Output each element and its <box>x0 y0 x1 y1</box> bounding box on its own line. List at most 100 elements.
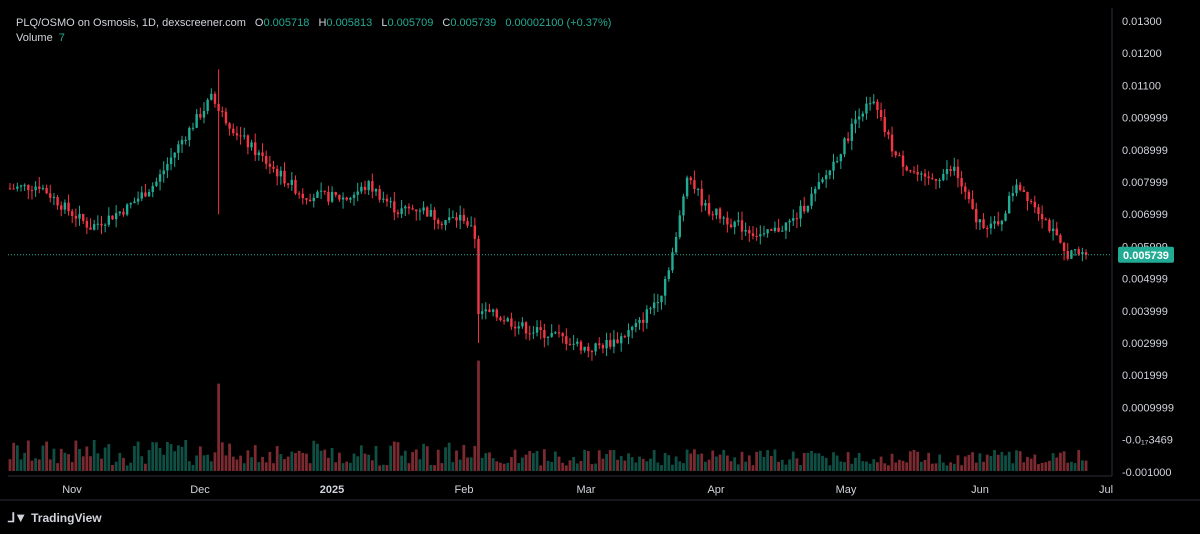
candle-body <box>206 99 209 111</box>
volume-bar <box>897 459 901 471</box>
volume-bar <box>795 458 799 471</box>
volume-bar <box>883 463 887 471</box>
volume-bar <box>81 456 85 471</box>
volume-bar <box>15 445 19 471</box>
price-tick-label: 0.008999 <box>1122 145 1168 157</box>
volume-bar <box>392 441 396 471</box>
candle-body <box>532 332 535 334</box>
last-price-badge-text: 0.005739 <box>1123 250 1169 262</box>
volume-bar <box>821 455 824 471</box>
volume-bar <box>623 460 627 471</box>
candle-body <box>707 203 711 215</box>
candle-body <box>964 186 967 192</box>
volume-bar <box>41 445 45 471</box>
volume-bar <box>253 445 257 471</box>
volume-bar <box>967 454 971 471</box>
legend-volume-row: Volume 7 <box>16 31 611 46</box>
volume-bar <box>231 456 235 471</box>
candle-body <box>652 302 656 309</box>
candle-body <box>122 211 125 215</box>
volume-bar <box>608 450 612 471</box>
candle-body <box>759 234 762 237</box>
candle-body <box>835 161 839 163</box>
candle-body <box>151 185 154 192</box>
candle-body <box>949 169 952 171</box>
candle-body <box>458 214 462 221</box>
candle-body <box>1040 213 1044 220</box>
volume-bar <box>952 463 956 471</box>
time-tick-label: 2025 <box>320 484 344 496</box>
candle-body <box>865 103 868 114</box>
candle-body <box>41 187 45 189</box>
candle-body <box>1000 220 1004 225</box>
volume-bar <box>704 461 707 471</box>
candle-body <box>495 309 498 318</box>
candle-body <box>1059 235 1062 243</box>
volume-bar <box>440 463 444 471</box>
candle-body <box>510 318 513 327</box>
candle-body <box>469 225 473 227</box>
volume-bar <box>531 453 535 471</box>
candle-body <box>894 151 897 156</box>
volume-bar <box>23 452 27 471</box>
volume-bar <box>275 446 279 471</box>
volume-bar <box>381 464 385 471</box>
volume-bar <box>806 452 810 471</box>
volume-bar <box>985 454 989 471</box>
volume-bar <box>1004 455 1007 471</box>
volume-bar <box>729 461 733 471</box>
volume-bar <box>458 459 462 471</box>
volume-bar <box>572 456 576 471</box>
volume-bar <box>425 446 429 471</box>
volume-bar <box>619 456 623 471</box>
candle-body <box>418 210 422 212</box>
candle-body <box>374 189 378 192</box>
volume-bar <box>685 449 689 471</box>
volume-bar <box>912 449 916 471</box>
candle-body <box>45 187 48 194</box>
candle-body <box>1044 219 1047 221</box>
candle-body <box>718 208 722 219</box>
volume-bar <box>92 439 96 471</box>
candle-body <box>56 196 59 206</box>
volume-bar <box>220 442 224 471</box>
candle-body <box>323 190 326 192</box>
price-tick-label: 0.007999 <box>1122 177 1168 189</box>
candle-body <box>158 174 162 182</box>
volume-bar <box>663 452 667 471</box>
volume-bar <box>799 464 802 471</box>
volume-bar <box>283 459 286 471</box>
volume-bar <box>165 441 169 471</box>
volume-bar <box>865 461 868 471</box>
volume-bar <box>956 455 960 471</box>
volume-bar <box>297 450 301 471</box>
candle-body <box>587 346 590 352</box>
volume-bar <box>938 454 942 471</box>
volume-bar <box>70 462 74 471</box>
volume-bar <box>671 464 674 471</box>
candle-body <box>733 221 736 228</box>
volume-bar <box>769 455 773 471</box>
volume-bar <box>718 454 722 471</box>
volume-bar <box>74 440 78 471</box>
volume-bar <box>48 459 52 471</box>
tradingview-brand[interactable]: ⅃▼ TradingView <box>8 510 102 526</box>
volume-bar <box>367 454 371 471</box>
chart-legend: PLQ/OSMO on Osmosis, 1D, dexscreener.com… <box>16 16 611 46</box>
candle-body <box>407 206 411 209</box>
volume-bar <box>630 457 634 471</box>
candle-body <box>696 188 700 190</box>
candle-body <box>557 332 561 334</box>
candle-body <box>462 214 466 222</box>
volume-bar <box>133 445 136 471</box>
time-axis[interactable]: Nov Dec 2025 Feb Mar Apr May Jun Jul <box>62 484 1113 496</box>
volume-bar <box>184 439 188 471</box>
candle-body <box>561 333 564 337</box>
candle-body <box>169 157 173 165</box>
candle-body <box>155 181 158 186</box>
candle-body <box>857 116 861 120</box>
volume-bar <box>850 463 854 471</box>
candle-body <box>488 309 491 312</box>
volume-bar <box>12 442 16 471</box>
